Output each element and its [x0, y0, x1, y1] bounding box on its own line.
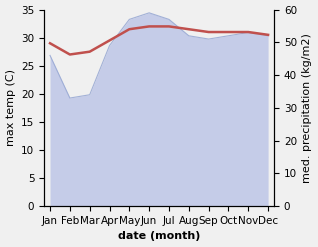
Y-axis label: max temp (C): max temp (C) [5, 69, 16, 146]
Y-axis label: med. precipitation (kg/m2): med. precipitation (kg/m2) [302, 33, 313, 183]
X-axis label: date (month): date (month) [118, 231, 200, 242]
